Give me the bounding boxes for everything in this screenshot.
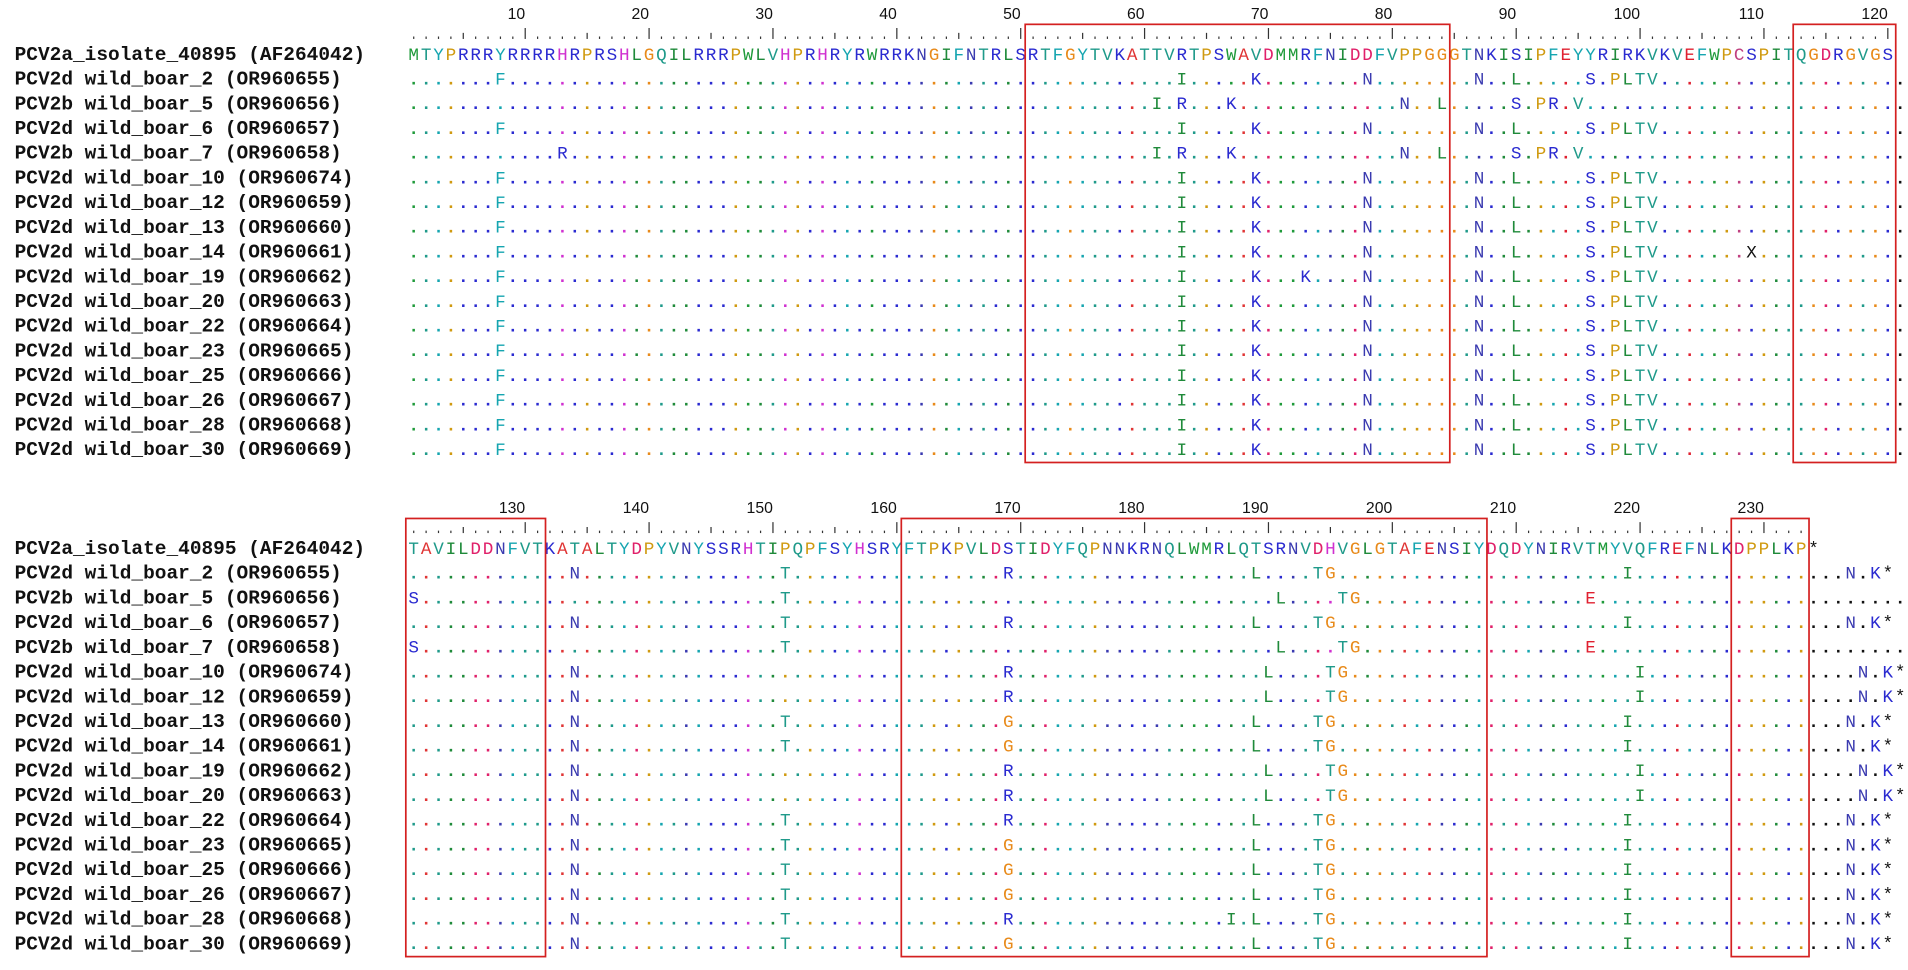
sequence-row: .............N..........................…: [408, 762, 1905, 782]
ruler-label: 220: [1614, 500, 1641, 517]
sequence-name: PCV2d wild_boar_28 (OR960668): [15, 909, 354, 931]
sequence-name: PCV2b wild_boar_7 (OR960658): [15, 143, 342, 165]
sequence-name: PCV2b wild_boar_7 (OR960658): [15, 637, 342, 659]
sequence-row: .............N................T.........…: [408, 811, 1893, 831]
sequence-name: PCV2d wild_boar_10 (OR960674): [15, 167, 354, 189]
ruler-label: 50: [1003, 6, 1021, 23]
sequence-name: PCV2d wild_boar_22 (OR960664): [15, 810, 354, 832]
sequence-name: PCV2b wild_boar_5 (OR960656): [15, 93, 342, 115]
sequence-row: .............N..........................…: [408, 787, 1905, 807]
sequence-row: .......F................................…: [408, 120, 1908, 140]
sequence-name: PCV2d wild_boar_20 (OR960663): [15, 291, 354, 313]
ruler-label: 20: [631, 6, 649, 23]
sequence-name: PCV2d wild_boar_25 (OR960666): [15, 365, 354, 387]
ruler-label: 140: [623, 500, 650, 517]
highlight-box: [900, 517, 1488, 958]
sequence-name: PCV2d wild_boar_25 (OR960666): [15, 859, 354, 881]
sequence-row: .............N................T.........…: [408, 935, 1893, 955]
ruler-label: 120: [1861, 6, 1888, 23]
ruler-label: 60: [1127, 6, 1145, 23]
ruler-label: 90: [1499, 6, 1517, 23]
sequence-row: .............N................T.........…: [408, 614, 1893, 634]
sequence-row: .............N................T.........…: [408, 564, 1893, 584]
sequence-row: ............R...........................…: [408, 144, 1908, 164]
sequence-row: .......F................................…: [408, 391, 1908, 411]
ruler-label: 160: [870, 500, 897, 517]
sequence-row: .............N................T.........…: [408, 737, 1893, 757]
sequence-name: PCV2d wild_boar_23 (OR960665): [15, 340, 354, 362]
ruler-label: 10: [508, 6, 526, 23]
sequence-name: PCV2d wild_boar_13 (OR960660): [15, 711, 354, 733]
sequence-row: .............N................T.........…: [408, 712, 1893, 732]
sequence-name: PCV2d wild_boar_30 (OR960669): [15, 933, 354, 955]
sequence-row: .............N................T.........…: [408, 910, 1893, 930]
sequence-name: PCV2d wild_boar_26 (OR960667): [15, 884, 354, 906]
sequence-row: .............N..........................…: [408, 688, 1905, 708]
sequence-row: .............N................T.........…: [408, 861, 1893, 881]
sequence-row: .......F................................…: [408, 317, 1908, 337]
sequence-row: .............N................T.........…: [408, 885, 1893, 905]
ruler-label: 170: [994, 500, 1021, 517]
sequence-row: .......F................................…: [408, 243, 1908, 263]
ruler-label: 210: [1490, 500, 1517, 517]
ruler-label: 200: [1366, 500, 1393, 517]
sequence-name: PCV2d wild_boar_13 (OR960660): [15, 217, 354, 239]
ruler-label: 40: [879, 6, 897, 23]
ruler-label: 150: [747, 500, 774, 517]
sequence-name: PCV2d wild_boar_19 (OR960662): [15, 266, 354, 288]
sequence-name: PCV2a_isolate_40895 (AF264042): [15, 44, 365, 66]
sequence-name: PCV2d wild_boar_19 (OR960662): [15, 760, 354, 782]
sequence-name: PCV2d wild_boar_12 (OR960659): [15, 192, 354, 214]
sequence-name: PCV2a_isolate_40895 (AF264042): [15, 538, 365, 560]
sequence-row: .......F................................…: [408, 70, 1908, 90]
ruler-label: 130: [499, 500, 526, 517]
sequence-row: .......F................................…: [408, 194, 1908, 214]
sequence-name: PCV2d wild_boar_14 (OR960661): [15, 242, 354, 264]
sequence-name: PCV2d wild_boar_26 (OR960667): [15, 390, 354, 412]
sequence-name: PCV2d wild_boar_6 (OR960657): [15, 612, 342, 634]
highlight-box: [1792, 23, 1897, 464]
sequence-row: .......F................................…: [408, 441, 1908, 461]
ruler-label: 70: [1251, 6, 1269, 23]
sequence-row: .............N..........................…: [408, 663, 1905, 683]
sequence-row: .......F................................…: [408, 169, 1908, 189]
sequence-name: PCV2d wild_boar_20 (OR960663): [15, 785, 354, 807]
sequence-row: .......F................................…: [408, 367, 1908, 387]
sequence-name: PCV2b wild_boar_5 (OR960656): [15, 587, 342, 609]
sequence-row: ........................................…: [408, 95, 1908, 115]
highlight-box: [1730, 517, 1810, 958]
sequence-row: .............N................T.........…: [408, 836, 1893, 856]
sequence-row: S.............................T.........…: [408, 638, 1908, 658]
sequence-row: .......F................................…: [408, 218, 1908, 238]
sequence-name: PCV2d wild_boar_2 (OR960655): [15, 69, 342, 91]
ruler-label: 80: [1375, 6, 1393, 23]
sequence-name: PCV2d wild_boar_23 (OR960665): [15, 835, 354, 857]
sequence-name: PCV2d wild_boar_12 (OR960659): [15, 686, 354, 708]
sequence-name: PCV2d wild_boar_2 (OR960655): [15, 563, 342, 585]
sequence-name: PCV2d wild_boar_10 (OR960674): [15, 662, 354, 684]
sequence-row: S.............................T.........…: [408, 589, 1908, 609]
ruler-label: 30: [755, 6, 773, 23]
ruler-label: 190: [1242, 500, 1269, 517]
sequence-name: PCV2d wild_boar_30 (OR960669): [15, 439, 354, 461]
sequence-name: PCV2d wild_boar_14 (OR960661): [15, 736, 354, 758]
highlight-box: [1024, 23, 1451, 464]
sequence-row: .......F................................…: [408, 292, 1908, 312]
sequence-row: .......F................................…: [408, 416, 1908, 436]
ruler-label: 100: [1614, 6, 1641, 23]
sequence-row: .......F................................…: [408, 268, 1908, 288]
ruler-label: 110: [1739, 6, 1764, 23]
sequence-row: .......F................................…: [408, 342, 1908, 362]
sequence-name: PCV2d wild_boar_22 (OR960664): [15, 316, 354, 338]
ruler-label: 230: [1738, 500, 1765, 517]
sequence-name: PCV2d wild_boar_6 (OR960657): [15, 118, 342, 140]
highlight-box: [404, 517, 547, 958]
sequence-name: PCV2d wild_boar_28 (OR960668): [15, 415, 354, 437]
ruler-label: 180: [1118, 500, 1145, 517]
